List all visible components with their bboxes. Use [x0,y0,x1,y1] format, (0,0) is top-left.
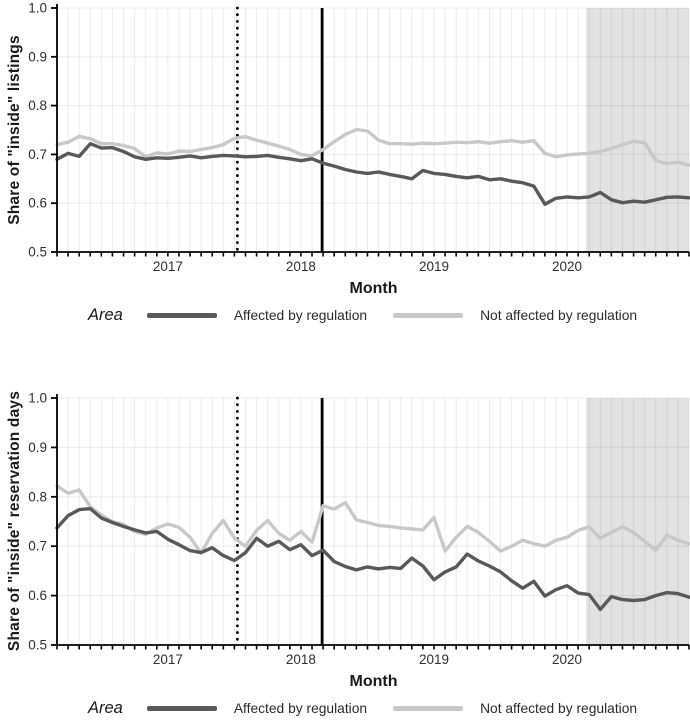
listings-chart-block: 1.0 0.9 0.8 0.7 0.6 0.5 2017 2018 2019 2020 Share… [0,0,690,345]
reservation-days-x-axis-title: Month [349,673,398,690]
legend-label-affected: Affected by regulation [233,308,368,323]
svg-text:2017: 2017 [153,652,183,667]
affected-line-swatch [146,706,217,711]
legend-label-affected: Affected by regulation [233,701,368,716]
not-affected-line-swatch [393,313,464,318]
legend-title: Area [88,699,123,717]
svg-text:0.8: 0.8 [28,98,47,113]
legend-label-not-affected: Not affected by regulation [480,308,638,323]
svg-text:1.0: 1.0 [28,1,47,16]
listings-y-axis-title: Share of "inside" listings [6,35,23,225]
svg-text:1.0: 1.0 [28,391,47,406]
svg-text:0.7: 0.7 [28,147,47,162]
svg-text:2018: 2018 [286,652,316,667]
svg-text:0.7: 0.7 [28,539,47,554]
svg-text:2019: 2019 [419,259,449,274]
not-affected-line-swatch [393,706,464,711]
reservation-days-chart-block: 1.0 0.9 0.8 0.7 0.6 0.5 2017 2018 2019 2020 Share… [0,390,690,722]
svg-text:2018: 2018 [286,259,316,274]
svg-text:2019: 2019 [419,652,449,667]
svg-text:0.8: 0.8 [28,489,47,504]
svg-text:0.9: 0.9 [28,440,47,455]
affected-line-swatch [146,313,217,318]
legend-title: Area [88,306,123,324]
legend-label-not-affected: Not affected by regulation [480,701,638,716]
svg-text:0.6: 0.6 [28,196,47,211]
listings-x-axis-title: Month [349,280,398,297]
svg-text:2017: 2017 [153,259,183,274]
reservation-days-plot: 1.0 0.9 0.8 0.7 0.6 0.5 2017 2018 2019 2020 [28,391,690,667]
svg-text:0.9: 0.9 [28,49,47,64]
listings-legend: Area Affected by regulation Not affected… [0,306,690,325]
reservation-days-legend: Area Affected by regulation Not affected… [0,699,690,718]
svg-text:0.5: 0.5 [28,638,47,653]
svg-text:0.5: 0.5 [28,245,47,260]
svg-text:2020: 2020 [552,259,582,274]
svg-text:2020: 2020 [552,652,582,667]
listings-plot: 1.0 0.9 0.8 0.7 0.6 0.5 2017 2018 2019 2020 [28,1,690,274]
svg-text:0.6: 0.6 [28,588,47,603]
reservation-days-y-axis-title: Share of "inside" reservation days [6,390,23,652]
